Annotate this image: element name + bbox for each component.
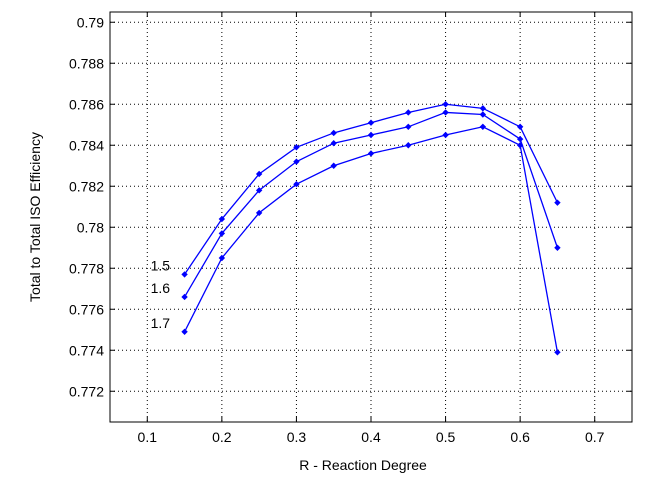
y-tick-label: 0.786: [69, 96, 104, 112]
x-tick-label: 0.4: [361, 429, 381, 445]
data-point: [442, 109, 449, 116]
data-point: [479, 105, 487, 112]
data-point: [293, 158, 300, 165]
axis-ticks: 0.1 0.2 0.3 0.4 0.5 0.6 0.7 0.772 0.774 0.776 0.77…: [69, 12, 632, 445]
y-tick-label: 0.776: [69, 301, 104, 317]
x-tick-label: 0.5: [436, 429, 456, 445]
y-tick-label: 0.778: [69, 260, 104, 276]
data-point: [405, 109, 412, 116]
data-point: [442, 131, 449, 139]
series-label-1.5: 1.5: [151, 257, 171, 273]
data-point: [330, 129, 337, 137]
data-point: [181, 328, 188, 335]
y-tick-label: 0.772: [69, 383, 104, 399]
series-label-1.7: 1.7: [151, 315, 171, 331]
series-group: [181, 101, 561, 356]
x-tick-label: 0.6: [510, 429, 530, 445]
data-point: [255, 187, 263, 194]
data-point: [554, 244, 561, 251]
x-axis-label: R - Reaction Degree: [299, 457, 427, 473]
series-labels: 1.5 1.6 1.7: [151, 257, 171, 330]
data-point: [516, 142, 524, 149]
data-point: [218, 254, 226, 262]
y-tick-label: 0.78: [77, 219, 104, 235]
data-point: [367, 150, 375, 157]
data-point: [330, 140, 337, 147]
data-point: [181, 271, 188, 278]
x-tick-label: 0.1: [138, 429, 158, 445]
data-point: [479, 123, 487, 130]
x-tick-label: 0.7: [585, 429, 605, 445]
data-point: [405, 142, 412, 149]
data-point: [442, 101, 449, 108]
data-point: [255, 209, 263, 217]
data-point: [255, 170, 263, 178]
x-tick-label: 0.3: [287, 429, 307, 445]
data-point: [367, 131, 375, 139]
data-point: [293, 181, 300, 188]
data-point: [479, 111, 487, 118]
data-point: [330, 162, 337, 169]
data-point: [516, 123, 524, 130]
data-point: [516, 135, 524, 143]
x-tick-label: 0.2: [212, 429, 232, 445]
data-point: [181, 293, 188, 301]
data-point: [218, 215, 226, 223]
data-point: [293, 144, 300, 151]
data-point: [554, 349, 561, 356]
series-label-1.6: 1.6: [151, 280, 171, 296]
y-tick-label: 0.79: [77, 14, 104, 30]
y-tick-label: 0.788: [69, 55, 104, 71]
y-tick-label: 0.782: [69, 178, 104, 194]
y-tick-label: 0.784: [69, 137, 104, 153]
data-point: [554, 199, 561, 206]
data-point: [367, 119, 375, 126]
data-point: [218, 230, 226, 237]
y-axis-label: Total to Total ISO Efficiency: [27, 132, 43, 302]
y-tick-label: 0.774: [69, 342, 104, 358]
data-point: [405, 123, 412, 130]
